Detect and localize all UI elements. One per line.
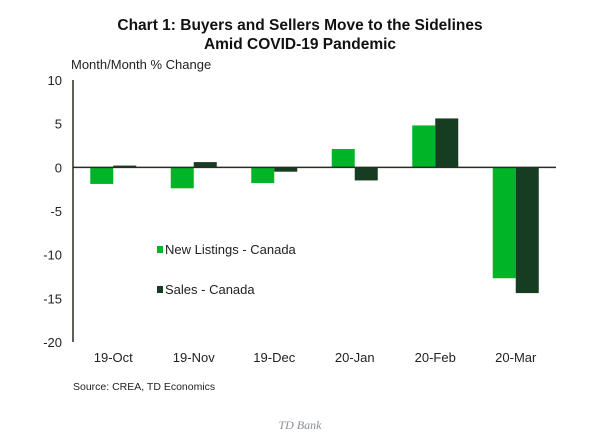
y-tick-label: -20 <box>43 335 62 350</box>
bar-new-listings-20-feb <box>412 125 436 168</box>
legend: New Listings - Canada Sales - Canada <box>157 242 297 297</box>
legend-label-sales: Sales - Canada <box>165 282 255 297</box>
bar-sales-20-jan <box>354 167 378 181</box>
bar-sales-19-oct <box>113 165 137 168</box>
bar-sales-19-nov <box>193 162 217 168</box>
x-tick-label: 20-Jan <box>335 350 375 365</box>
x-tick-label: 20-Mar <box>495 350 537 365</box>
bar-new-listings-19-dec <box>251 167 275 184</box>
chart-title-line2: Amid COVID-19 Pandemic <box>204 36 396 53</box>
y-tick-label: -10 <box>43 248 62 263</box>
bar-new-listings-19-oct <box>90 167 114 184</box>
legend-label-new-listings: New Listings - Canada <box>165 242 297 257</box>
x-tick-label: 19-Oct <box>94 350 133 365</box>
bar-new-listings-19-nov <box>170 167 194 189</box>
x-axis-ticks: 19-Oct 19-Nov 19-Dec 20-Jan 20-Feb 20-Mar <box>94 350 537 365</box>
bar-sales-20-feb <box>435 118 459 168</box>
x-tick-label: 19-Nov <box>173 350 215 365</box>
x-tick-label: 19-Dec <box>253 350 295 365</box>
legend-swatch-new-listings <box>157 246 163 253</box>
y-tick-label: -5 <box>50 204 62 219</box>
y-axis-ticks: 10 5 0 -5 -10 -15 -20 <box>43 73 62 350</box>
image-credit: TD Bank <box>278 418 322 432</box>
legend-swatch-sales <box>157 286 163 293</box>
y-axis-label: Month/Month % Change <box>71 57 211 72</box>
chart-title: Chart 1: Buyers and Sellers Move to the … <box>117 17 482 34</box>
y-tick-label: 0 <box>55 160 62 175</box>
y-tick-label: 10 <box>48 73 62 88</box>
y-tick-label: 5 <box>55 117 62 132</box>
source-note: Source: CREA, TD Economics <box>73 381 215 393</box>
bars <box>90 118 539 294</box>
y-tick-label: -15 <box>43 291 62 306</box>
bar-sales-20-mar <box>515 167 539 294</box>
bar-new-listings-20-jan <box>331 148 355 168</box>
x-tick-label: 20-Feb <box>415 350 456 365</box>
bar-sales-19-dec <box>274 167 298 172</box>
bar-new-listings-20-mar <box>492 167 516 279</box>
